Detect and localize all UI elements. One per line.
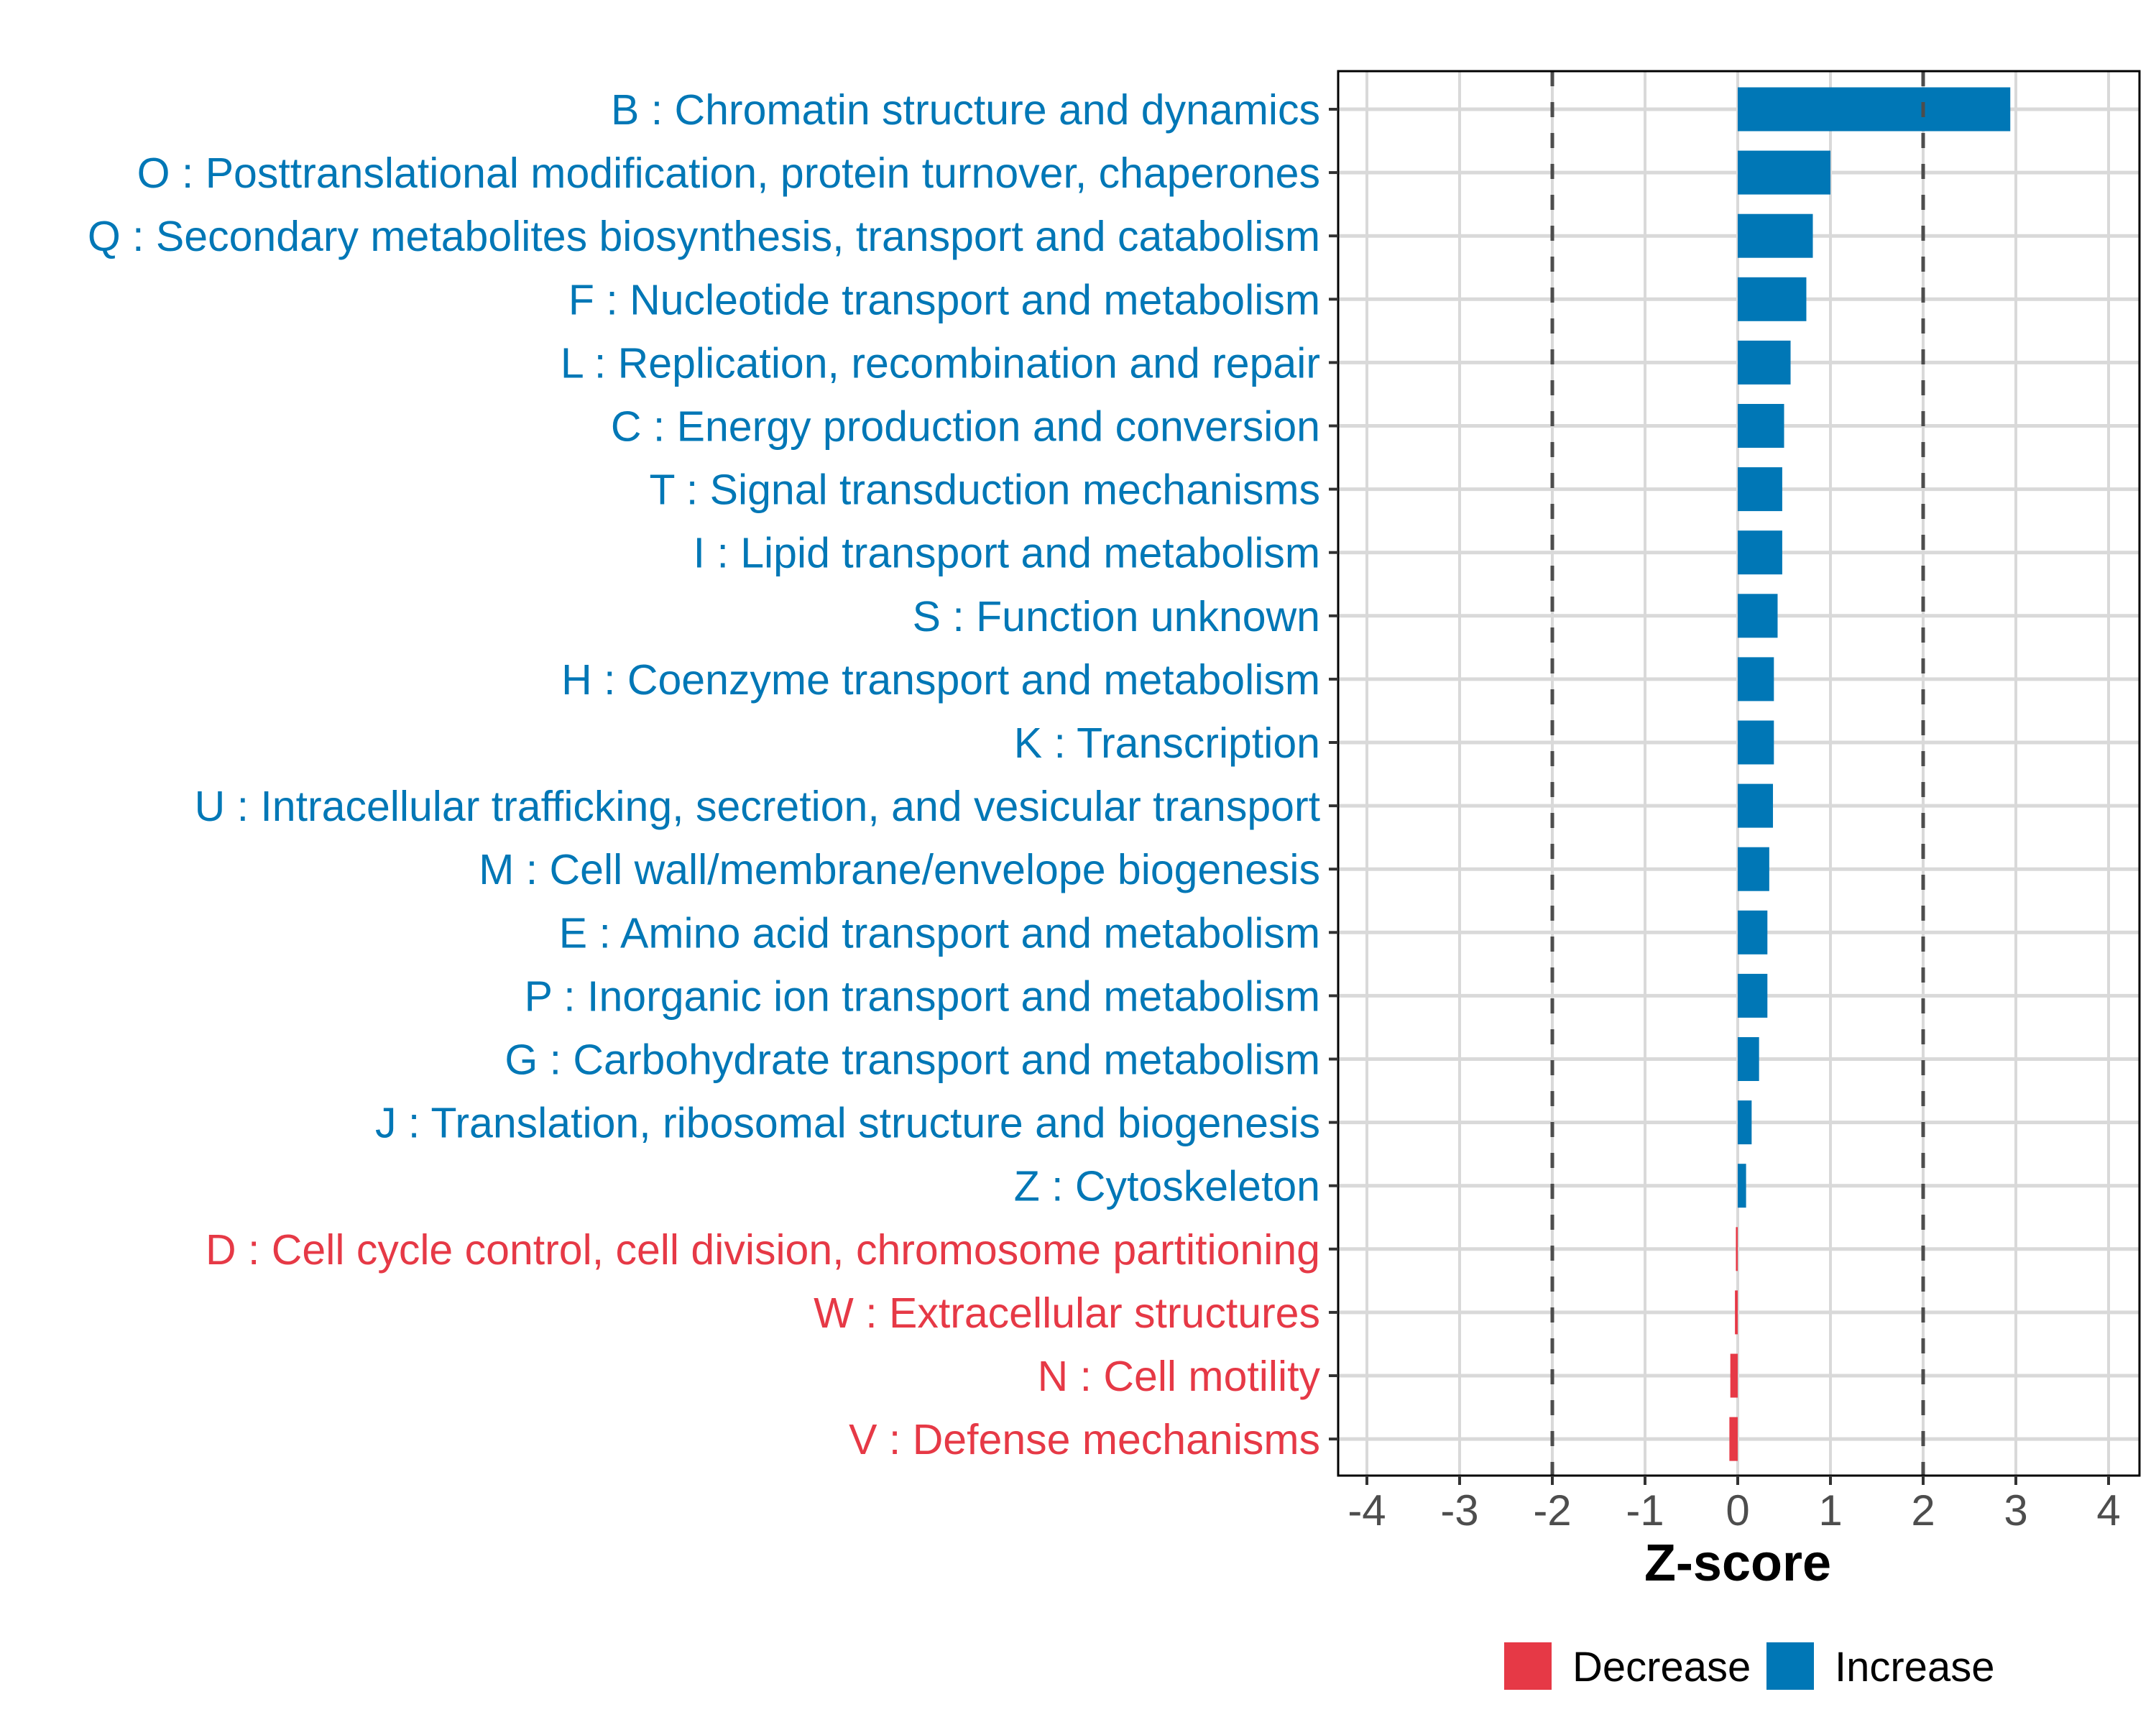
y-category-label: P : Inorganic ion transport and metaboli… bbox=[525, 972, 1320, 1020]
bar-s bbox=[1738, 594, 1778, 638]
y-category-label: G : Carbohydrate transport and metabolis… bbox=[505, 1036, 1320, 1084]
y-category-label: L : Replication, recombination and repai… bbox=[561, 339, 1320, 387]
y-category-label: U : Intracellular trafficking, secretion… bbox=[195, 783, 1320, 830]
bar-t bbox=[1738, 467, 1782, 512]
bar-v bbox=[1729, 1417, 1738, 1461]
y-category-label: F : Nucleotide transport and metabolism bbox=[568, 276, 1320, 323]
bar-l bbox=[1738, 340, 1791, 385]
bar-z bbox=[1738, 1164, 1746, 1208]
y-category-label: E : Amino acid transport and metabolism bbox=[559, 909, 1320, 957]
y-axis-labels: B : Chromatin structure and dynamics O : … bbox=[88, 86, 1321, 1463]
legend-label-increase: Increase bbox=[1835, 1644, 1994, 1690]
x-tick-label: -1 bbox=[1626, 1486, 1664, 1535]
x-tick-label: 4 bbox=[2096, 1486, 2120, 1535]
legend-swatch-increase bbox=[1766, 1642, 1814, 1690]
x-tick-label: 3 bbox=[2004, 1486, 2027, 1535]
bar-n bbox=[1730, 1353, 1738, 1398]
bar-c bbox=[1738, 404, 1784, 448]
y-category-label: M : Cell wall/membrane/envelope biogenes… bbox=[479, 846, 1320, 893]
y-category-label: D : Cell cycle control, cell division, c… bbox=[206, 1226, 1320, 1274]
bar-i bbox=[1738, 530, 1782, 575]
y-category-label: H : Coenzyme transport and metabolism bbox=[561, 656, 1320, 704]
y-category-label: Q : Secondary metabolites biosynthesis, … bbox=[88, 213, 1320, 260]
bar-p bbox=[1738, 973, 1768, 1018]
y-category-label: I : Lipid transport and metabolism bbox=[694, 530, 1320, 577]
bar-m bbox=[1738, 847, 1769, 891]
y-category-label: B : Chromatin structure and dynamics bbox=[611, 86, 1320, 134]
y-category-label: C : Energy production and conversion bbox=[611, 403, 1320, 451]
bar-j bbox=[1738, 1100, 1752, 1145]
x-axis-title: Z-score bbox=[1644, 1535, 1831, 1592]
bar-q bbox=[1738, 213, 1813, 258]
x-axis-ticks bbox=[1365, 1476, 2110, 1485]
y-category-label: Z : Cytoskeleton bbox=[1014, 1163, 1320, 1210]
bar-h bbox=[1738, 657, 1774, 702]
y-category-label: T : Signal transduction mechanisms bbox=[649, 466, 1320, 514]
legend-label-decrease: Decrease bbox=[1572, 1644, 1751, 1690]
legend-swatch-decrease bbox=[1504, 1642, 1552, 1690]
bar-w bbox=[1735, 1290, 1738, 1335]
y-category-label: O : Posttranslational modification, prot… bbox=[137, 150, 1320, 197]
y-category-label: N : Cell motility bbox=[1038, 1353, 1321, 1400]
y-category-label: V : Defense mechanisms bbox=[849, 1416, 1320, 1463]
y-category-label: K : Transcription bbox=[1014, 719, 1320, 767]
x-tick-label: -3 bbox=[1440, 1486, 1478, 1535]
x-tick-label: -4 bbox=[1348, 1486, 1386, 1535]
x-tick-label: -2 bbox=[1533, 1486, 1571, 1535]
x-tick-label: 1 bbox=[1818, 1486, 1842, 1535]
y-category-label: W : Extracellular structures bbox=[814, 1289, 1320, 1337]
y-category-label: S : Function unknown bbox=[913, 593, 1320, 640]
bar-g bbox=[1738, 1037, 1759, 1081]
bar-o bbox=[1738, 150, 1830, 195]
y-axis-ticks bbox=[1329, 108, 1338, 1441]
bar-e bbox=[1738, 910, 1768, 954]
bar-u bbox=[1738, 783, 1774, 828]
bar-k bbox=[1738, 720, 1774, 765]
bars bbox=[1729, 87, 2011, 1461]
x-axis-labels: -4 -3 -2 -1 0 1 2 3 4 bbox=[1348, 1486, 2120, 1535]
x-tick-label: 0 bbox=[1726, 1486, 1749, 1535]
x-tick-label: 2 bbox=[1911, 1486, 1935, 1535]
legend: Decrease Increase bbox=[1504, 1642, 1994, 1690]
vertical-gridlines bbox=[1365, 71, 2110, 1476]
bar-d bbox=[1736, 1227, 1738, 1271]
bar-f bbox=[1738, 277, 1807, 321]
y-category-label: J : Translation, ribosomal structure and… bbox=[375, 1100, 1320, 1147]
bar-b bbox=[1738, 87, 2011, 132]
